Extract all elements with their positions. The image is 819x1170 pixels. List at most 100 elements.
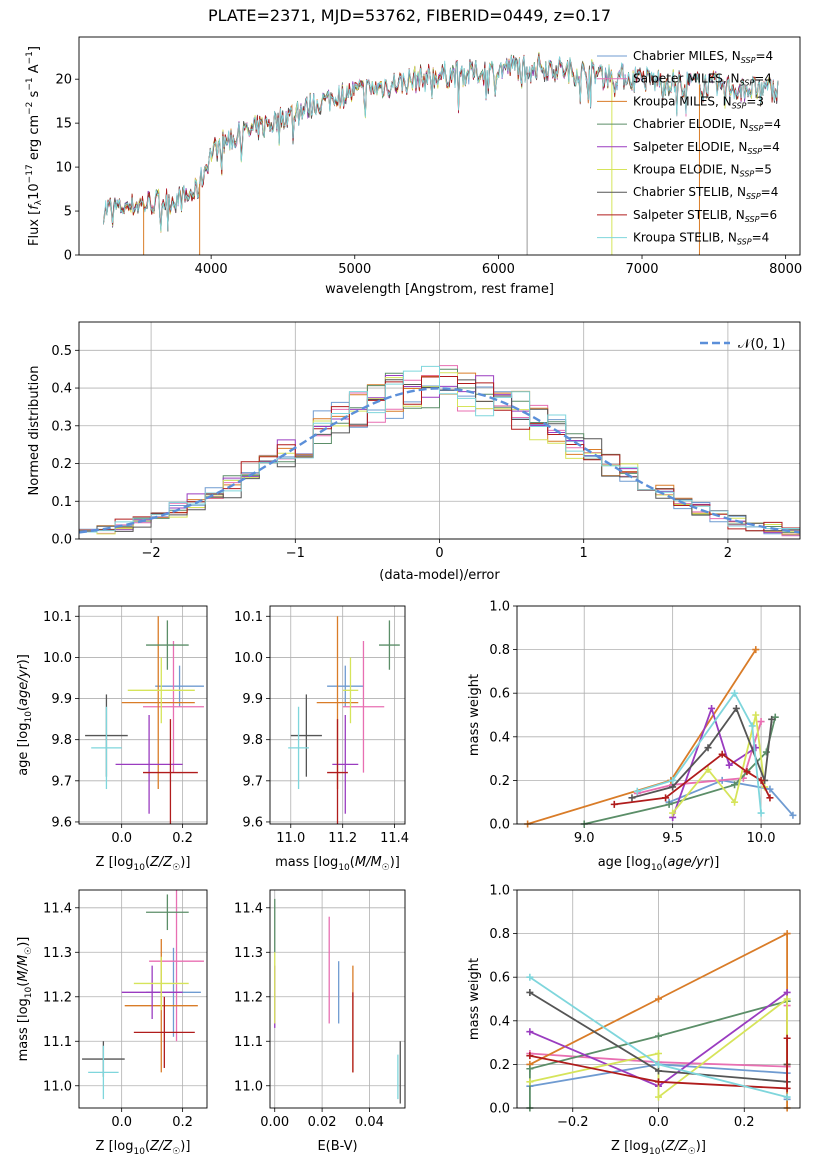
x-tick-label: 9.5: [662, 831, 683, 846]
y-tick-label: 11.4: [43, 901, 72, 916]
legend-label: Salpeter MILES, NSSP=4: [633, 72, 772, 88]
figure-title: PLATE=2371, MJD=53762, FIBERID=0449, z=0…: [207, 6, 612, 25]
y-tick-label: 0.8: [489, 927, 510, 942]
axes-frame: [516, 889, 801, 1109]
y-tick-label: 11.0: [234, 1079, 263, 1094]
x-tick-label: 6000: [482, 262, 515, 277]
x-tick-label: 9.0: [574, 831, 595, 846]
x-tick-label: 7000: [625, 262, 658, 277]
panel-age-vs-Z: 0.0 0.2 9.6 9.7 9.8 9.9 10.0 10.1 Z [log10(Z/Z☉)…: [16, 605, 208, 873]
y-tick-label: 0.2: [51, 457, 72, 472]
legend-label: Salpeter ELODIE, NSSP=4: [633, 140, 780, 156]
weight-point-marker: [628, 794, 636, 802]
axes-frame: [78, 321, 801, 540]
weight-series-line: [631, 706, 773, 799]
x-tick-label: 4000: [195, 262, 228, 277]
y-tick-label: 0.1: [51, 495, 72, 510]
x-axis-label: wavelength [Angstrom, rest frame]: [325, 282, 554, 297]
y-tick-label: 5: [64, 205, 72, 220]
y-tick-label: 0.4: [51, 382, 72, 397]
weight-point-marker: [789, 811, 797, 819]
x-axis-label: age [log10(age/yr)]: [598, 855, 720, 873]
weight-point-marker: [783, 930, 791, 938]
weight-series-line: [529, 1038, 788, 1090]
weight-point-marker: [752, 711, 760, 719]
weight-point-marker: [731, 689, 739, 697]
weight-point-marker: [783, 995, 791, 1003]
x-tick-label: 5000: [338, 262, 371, 277]
y-tick-label: 0.8: [489, 643, 510, 658]
histogram-series: [79, 365, 800, 533]
x-tick-label: −1: [286, 546, 305, 561]
legend-label: 𝒩(0, 1): [738, 337, 785, 352]
x-axis-label: Z [log10(Z/Z☉)]: [611, 1139, 706, 1157]
y-tick-label: 0.2: [489, 774, 510, 789]
spectrum-series-line: [103, 55, 779, 232]
x-axis-label: Z [log10(Z/Z☉)]: [96, 1139, 191, 1157]
normal-reference-curve: [78, 387, 801, 534]
y-tick-label: 11.1: [234, 1035, 263, 1050]
y-tick-label: 11.3: [43, 946, 72, 961]
weight-point-marker: [655, 1078, 662, 1086]
weight-point-marker: [669, 776, 677, 784]
panel-residuals: −2 −1 0 1 2 0.0 0.1 0.2 0.3 0.4 0.5 𝒩(0, 1) (data-mo…: [27, 321, 801, 583]
weight-point-marker: [655, 1067, 662, 1075]
y-tick-label: 11.1: [43, 1035, 72, 1050]
y-tick-label: 9.7: [51, 774, 72, 789]
y-tick-label: 10.1: [43, 610, 72, 625]
x-tick-label: 0.00: [260, 1115, 289, 1130]
y-tick-label: 11.0: [43, 1079, 72, 1094]
y-tick-label: 0.0: [489, 818, 510, 833]
weight-point-marker: [655, 1032, 662, 1040]
axes-frame: [78, 605, 208, 825]
x-tick-label: 11.4: [380, 831, 409, 846]
weight-point-marker: [766, 794, 774, 802]
legend-label: Chabrier MILES, NSSP=4: [633, 49, 773, 65]
weight-point-marker: [718, 750, 726, 758]
y-tick-label: 9.9: [242, 692, 263, 707]
y-tick-label: 0.6: [489, 971, 510, 986]
weight-point-marker: [757, 776, 765, 784]
x-tick-label: −0.2: [557, 1115, 589, 1130]
x-tick-label: 0.0: [111, 831, 132, 846]
y-tick-label: 11.2: [43, 990, 72, 1005]
weight-series-line: [671, 705, 757, 818]
y-tick-label: 11.3: [234, 946, 263, 961]
panel-weight-vs-Z: −0.2 0.0 0.2 0.0 0.2 0.4 0.6 0.8 1.0 mass weight Z…: [467, 884, 801, 1157]
y-tick-label: 20: [55, 73, 72, 88]
weight-point-marker: [783, 1093, 791, 1101]
x-tick-label: 0.0: [648, 1115, 669, 1130]
y-tick-label: 10.0: [234, 651, 263, 666]
weight-point-marker: [655, 1050, 662, 1057]
panel-age-vs-mass: 11.0 11.2 11.4 9.6 9.7 9.8 9.9 10.0 10.1 mass [lo…: [234, 605, 409, 873]
weight-point-marker: [526, 988, 534, 996]
weight-point-marker: [526, 973, 534, 981]
weight-point-marker: [752, 744, 760, 752]
legend-label: Chabrier STELIB, NSSP=4: [633, 185, 778, 201]
y-tick-label: 0: [64, 249, 72, 264]
weight-point-marker: [526, 1028, 534, 1036]
weight-point-marker: [731, 781, 739, 789]
y-tick-label: 9.7: [242, 774, 263, 789]
y-tick-label: 0.2: [489, 1058, 510, 1073]
axes-frame: [516, 605, 801, 825]
weight-point-marker: [633, 787, 641, 795]
x-tick-label: 0: [435, 546, 443, 561]
weight-point-marker: [757, 809, 765, 817]
weight-point-marker: [704, 766, 712, 773]
weight-point-marker: [732, 704, 740, 712]
y-tick-label: 9.6: [242, 815, 263, 830]
weight-series-line: [668, 779, 794, 816]
y-tick-label: 11.2: [234, 990, 263, 1005]
y-axis-label: Flux [fλ10−17 erg cm−2 s−1 A−1]: [25, 46, 44, 246]
weight-point-marker: [669, 809, 677, 817]
y-tick-label: 0.0: [489, 1102, 510, 1117]
panel-mass-vs-ebv: 0.00 0.02 0.04 11.0 11.1 11.2 11.3 11.4 E(B-V): [234, 889, 406, 1154]
y-tick-label: 10.0: [43, 651, 72, 666]
axes-frame: [269, 605, 406, 825]
weight-point-marker: [783, 1034, 791, 1042]
weight-point-marker: [771, 713, 779, 721]
weight-point-marker: [708, 704, 716, 712]
x-tick-label: 11.2: [328, 831, 357, 846]
